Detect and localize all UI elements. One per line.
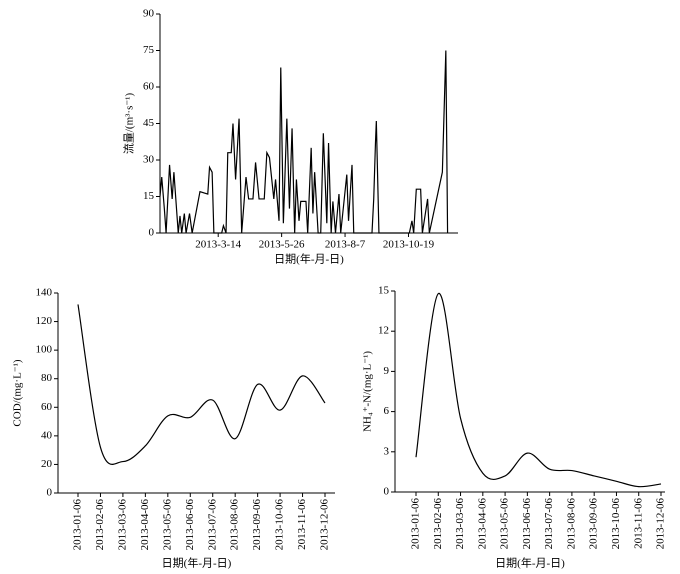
y-tick-label: 0 [384,486,390,498]
x-tick-label: 2013-10-06 [274,499,286,551]
y-tick-label: 6 [384,405,390,417]
y-tick-label: 0 [149,227,155,239]
x-tick-label: 2013-03-06 [116,499,128,551]
y-tick-label: 15 [143,190,155,202]
y-tick-label: 45 [143,117,155,129]
y-tick-label: 140 [36,287,53,299]
x-tick-label: 2013-06-06 [184,499,196,551]
y-tick-label: 80 [41,372,53,384]
data-line [159,50,449,234]
x-tick-label: 2013-03-06 [454,498,466,550]
x-tick-label: 2013-05-06 [499,498,511,550]
y-tick-label: 0 [47,487,53,499]
x-tick-label: 2013-12-06 [655,498,667,550]
y-tick-label: 40 [41,429,53,441]
x-tick-label: 2013-04-06 [139,499,151,551]
y-tick-label: 90 [143,8,155,20]
y-tick-label: 15 [378,285,390,297]
y-axis-label: COD/(mg·L⁻¹) [12,359,24,426]
axes [57,293,335,494]
data-line [77,304,326,465]
x-tick-label: 2013-11-06 [296,499,308,550]
y-tick-label: 60 [41,401,53,413]
x-tick-label: 2013-11-06 [632,498,644,549]
x-tick-label: 2013-10-19 [383,239,435,251]
x-tick-label: 2013-09-06 [588,498,600,550]
y-axis-label: NH₄⁺-N/(mg·L⁻¹) [362,351,374,432]
x-tick-label: 2013-01-06 [72,499,84,551]
x-axis-label: 日期(年-月-日) [495,556,565,570]
x-tick-label: 2013-06-06 [521,498,533,550]
x-tick-label: 2013-08-06 [565,498,577,550]
y-tick-label: 120 [36,315,53,327]
x-axis-label: 日期(年-月-日) [162,556,232,570]
x-tick-label: 2013-12-06 [319,499,331,551]
x-tick-label: 2013-09-06 [251,499,263,551]
y-tick-label: 100 [36,344,53,356]
y-tick-label: 30 [143,154,155,166]
y-axis-label: 流量/(m³·s⁻¹) [122,93,136,155]
y-tick-label: 60 [143,81,155,93]
x-tick-label: 2013-04-06 [476,498,488,550]
x-tick-label: 2013-10-06 [610,498,622,550]
x-tick-label: 2013-07-06 [543,498,555,550]
x-tick-label: 2013-3-14 [195,239,241,251]
y-tick-label: 20 [41,458,53,470]
x-axis-label: 日期(年-月-日) [274,252,344,266]
x-tick-label: 2013-8-7 [325,239,366,251]
x-tick-label: 2013-01-06 [410,498,422,550]
x-tick-label: 2013-05-06 [161,499,173,551]
y-tick-label: 12 [378,325,389,337]
x-tick-label: 2013-02-06 [94,499,106,551]
axes [394,291,665,493]
y-tick-label: 75 [143,44,155,56]
data-line [415,293,662,488]
x-tick-label: 2013-5-26 [259,239,305,251]
y-tick-label: 3 [384,445,390,457]
x-tick-label: 2013-07-06 [206,499,218,551]
x-tick-label: 2013-02-06 [432,498,444,550]
y-tick-label: 9 [384,365,390,377]
x-tick-label: 2013-08-06 [229,499,241,551]
